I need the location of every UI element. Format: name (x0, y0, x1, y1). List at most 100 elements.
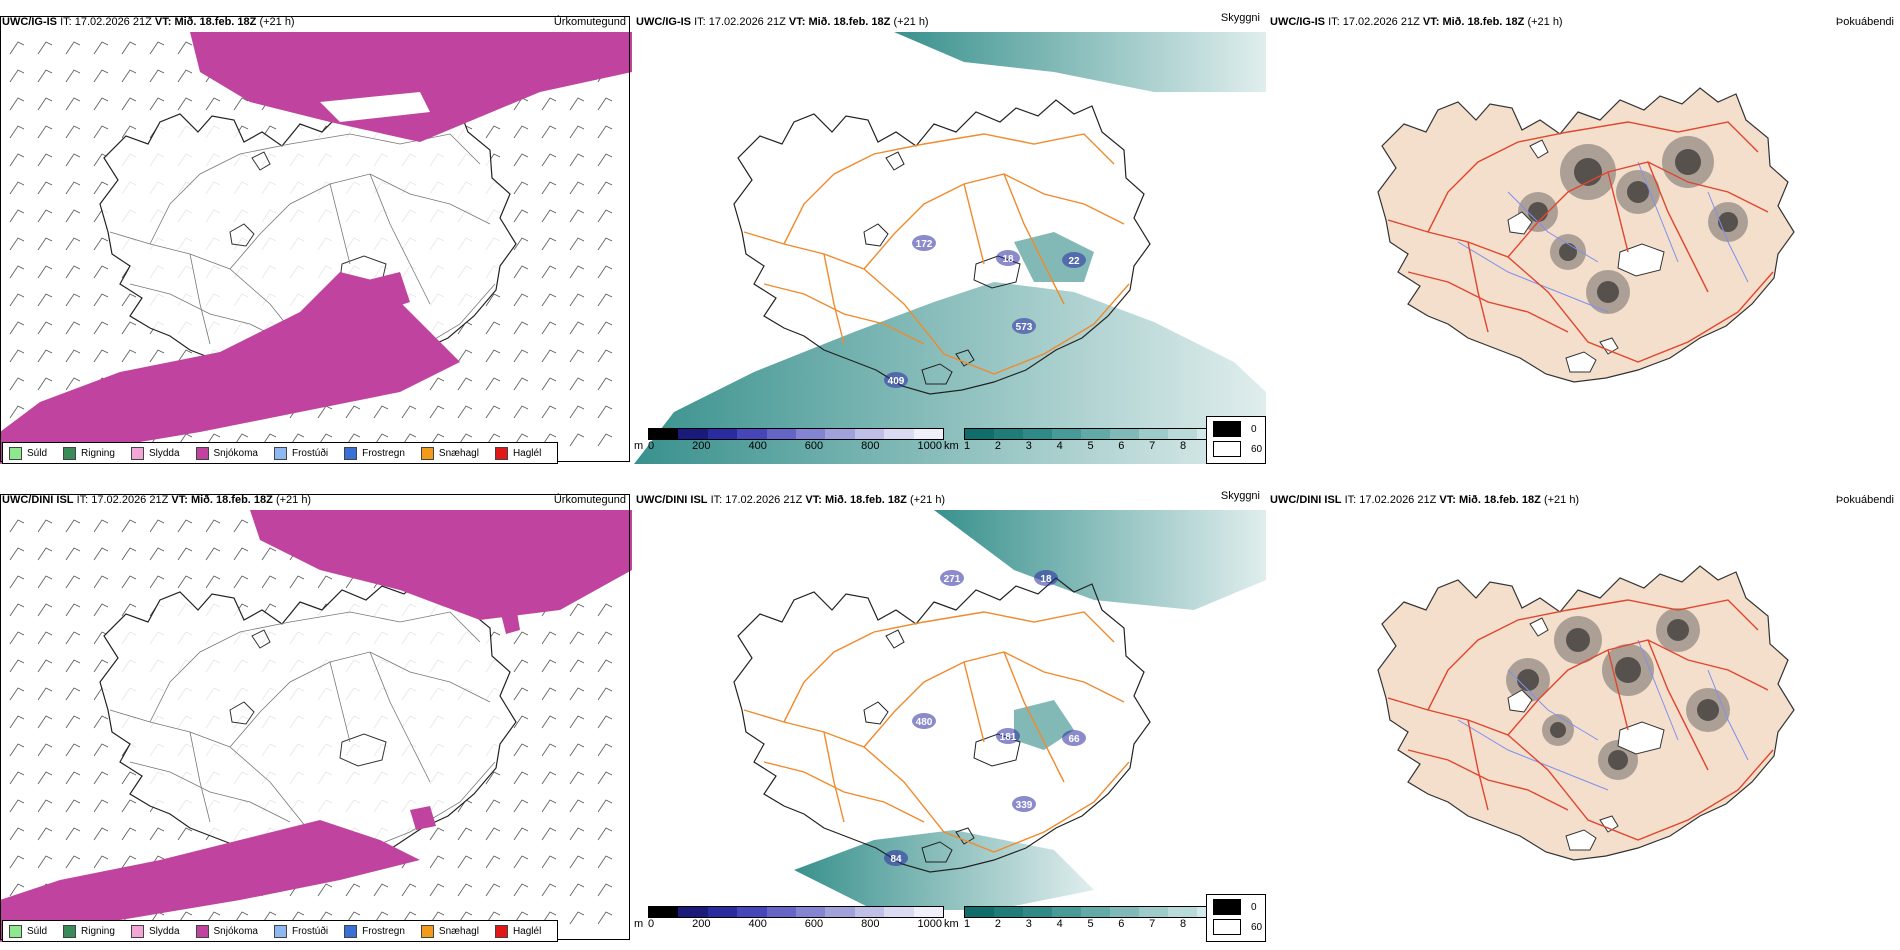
wind-barb (289, 575, 305, 589)
glacier-area (1507, 211, 1533, 235)
wind-barb (9, 41, 25, 55)
river-line (1507, 669, 1599, 741)
wind-barb (9, 265, 25, 279)
wind-barb (569, 883, 585, 897)
low-visibility-south (634, 282, 1266, 464)
cloud-base-label: 181 (1000, 732, 1017, 743)
wind-barb (9, 181, 25, 195)
panel-title: UWC/DINI ISL IT: 17.02.2026 21Z VT: Mið.… (2, 494, 312, 506)
wind-barb (65, 631, 81, 645)
wind-barb (9, 349, 25, 363)
wind-barb (205, 97, 221, 111)
colorbar-tick: 4 (1056, 918, 1063, 930)
wind-barb (65, 293, 81, 307)
wind-barb (93, 715, 109, 729)
wind-barb (569, 405, 585, 419)
iceland-map (99, 577, 517, 873)
legend-item: Snæhagl (420, 924, 479, 938)
wind-barb (65, 547, 81, 561)
colorbar-segment (1139, 429, 1168, 439)
wind-barb (121, 349, 137, 363)
wind-barb (541, 97, 557, 111)
wind-barb (485, 125, 501, 139)
wind-barb (93, 855, 109, 869)
wind-barb (513, 687, 529, 701)
colorbar-tick: 0 (648, 440, 655, 452)
wind-barb (597, 293, 613, 307)
wind-barb (93, 771, 109, 785)
wind-barb (121, 771, 137, 785)
colorbar-segment (737, 429, 767, 439)
wind-barb (9, 97, 25, 111)
fog-map (1377, 87, 1795, 383)
wind-barb (121, 321, 137, 335)
legend-item: Frostúði (273, 446, 328, 460)
wind-barb (569, 771, 585, 785)
wind-barb (513, 771, 529, 785)
cloud-base-spot (884, 372, 908, 388)
legend-label: Frostúði (291, 925, 329, 937)
legend-swatch (63, 446, 77, 460)
road-line (783, 133, 1115, 245)
wind-barb (485, 771, 501, 785)
glacier-outline (251, 629, 271, 649)
wind-barb (429, 827, 445, 841)
cloud-base-spot (1062, 730, 1086, 746)
wind-barb (65, 41, 81, 55)
road-line (1507, 639, 1769, 736)
wind-barb (65, 209, 81, 223)
legend-swatch (273, 924, 287, 938)
legend-swatch (344, 924, 358, 938)
cloud-base-spot (912, 713, 936, 729)
wind-barb (597, 125, 613, 139)
wind-barb (205, 547, 221, 561)
wind-barb (597, 97, 613, 111)
glacier-area (1617, 243, 1665, 277)
road-line (229, 651, 491, 748)
panel-name: Skyggni (1220, 490, 1260, 502)
wind-barb (9, 855, 25, 869)
legend-swatch (420, 446, 434, 460)
wind-barb (513, 827, 529, 841)
river-line (1507, 191, 1599, 263)
visibility-map: 480 339 84 181 66 271 18 (733, 510, 1266, 910)
legend-swatch (195, 446, 209, 460)
wind-barb (121, 603, 137, 617)
wind-barb (37, 827, 53, 841)
road-line (1607, 649, 1629, 731)
visibility-panel: UWC/DINI ISL IT: 17.02.2026 21Z VT: Mið.… (634, 478, 1266, 948)
colorbar-segment (965, 429, 994, 439)
panel-name: Þokuábendi (1835, 16, 1894, 28)
wind-barb (513, 659, 529, 673)
wind-barb (9, 687, 25, 701)
cloud-base-spot (884, 850, 908, 866)
wind-barb (37, 855, 53, 869)
wind-barb (149, 97, 165, 111)
colorbar-segment (1110, 907, 1139, 917)
colorbar-tick: 400 (748, 440, 767, 452)
wind-barb (541, 883, 557, 897)
fog-legend-row: 60 (1213, 441, 1262, 457)
coastline (733, 99, 1151, 395)
legend-swatch (130, 446, 144, 460)
wind-barb (513, 153, 529, 167)
wind-barb (569, 827, 585, 841)
cloud-base-label: 480 (916, 717, 933, 728)
cloud-base-label: 172 (916, 239, 933, 250)
wind-barb (485, 855, 501, 869)
road-line (963, 183, 985, 265)
precip-type-panel: UWC/IG-IS IT: 17.02.2026 21Z VT: Mið. 18… (0, 0, 632, 470)
fog-legend: 0 60 (1206, 894, 1266, 942)
glacier-area (1565, 829, 1597, 851)
wind-barb (9, 237, 25, 251)
colorbar-tick: 200 (692, 918, 711, 930)
glacier-outline (885, 629, 905, 649)
panel-title: UWC/IG-IS IT: 17.02.2026 21Z VT: Mið. 18… (2, 16, 295, 28)
panel-name: Skyggni (1220, 12, 1260, 24)
colorbar-segment (707, 907, 738, 917)
wind-barb (233, 97, 249, 111)
legend-label: Haglél (512, 447, 542, 459)
wind-barb (457, 883, 473, 897)
glacier-area (1617, 721, 1665, 755)
